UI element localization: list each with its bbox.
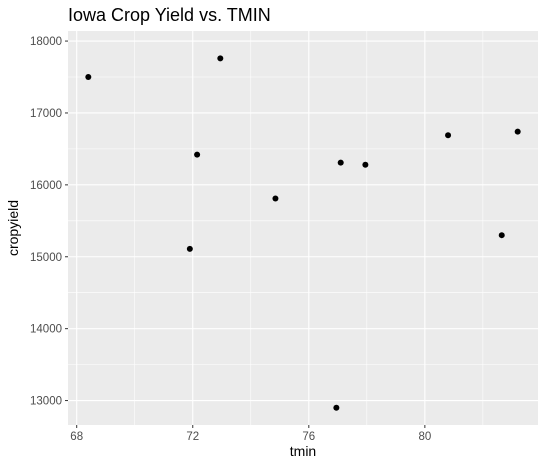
data-point (272, 195, 279, 202)
x-tick-label: 80 (418, 431, 431, 443)
data-point (362, 161, 369, 168)
data-point (194, 151, 201, 158)
y-axis-label: cropyield (5, 200, 21, 256)
y-axis-ticks: 13000 14000 15000 16000 17000 18000 (30, 36, 68, 408)
y-tick-label: 13000 (30, 396, 62, 408)
y-tick-label: 14000 (30, 324, 62, 336)
grid-minor (68, 31, 538, 425)
data-points (85, 55, 521, 411)
x-tick-label: 72 (186, 431, 199, 443)
y-tick-label: 17000 (30, 108, 62, 120)
grid-major (68, 31, 538, 425)
data-point (445, 132, 452, 139)
y-tick-label: 18000 (30, 36, 62, 48)
data-point (186, 245, 193, 252)
data-point (333, 404, 340, 411)
x-tick-label: 76 (302, 431, 315, 443)
chart-title: Iowa Crop Yield vs. TMIN (68, 5, 271, 25)
y-tick-label: 16000 (30, 180, 62, 192)
x-tick-label: 68 (70, 431, 83, 443)
y-tick-label: 15000 (30, 252, 62, 264)
data-point (498, 232, 505, 239)
x-axis-label: tmin (290, 443, 316, 459)
data-point (85, 74, 92, 81)
plot-panel (68, 31, 538, 425)
data-point (217, 55, 224, 62)
x-axis-ticks: 68 72 76 80 (70, 425, 431, 443)
data-point (337, 159, 344, 166)
data-point (514, 128, 521, 135)
